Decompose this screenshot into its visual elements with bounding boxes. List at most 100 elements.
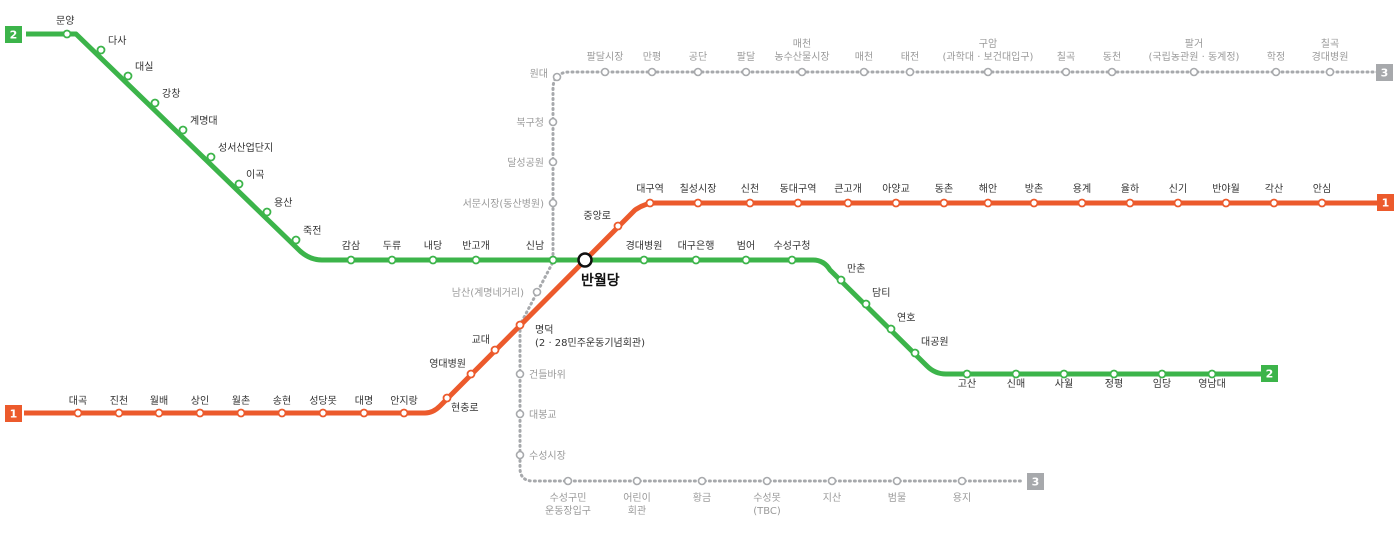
label-naedang: 내당 (424, 240, 442, 252)
station-daegok[interactable] (73, 408, 83, 418)
station-yeonho[interactable] (886, 324, 896, 334)
station-yeungnam[interactable] (1207, 369, 1217, 379)
station-paldal-market[interactable] (600, 67, 610, 77)
station-yulha[interactable] (1125, 198, 1135, 208)
station-suseong-market[interactable] (515, 450, 525, 460)
label-guam: 구암 (979, 38, 997, 50)
station-bukgu[interactable] (548, 117, 558, 127)
station-sincheon[interactable] (745, 198, 755, 208)
station-beommul[interactable] (892, 476, 902, 486)
station-banwoldang[interactable] (577, 252, 593, 268)
label-munyang: 문양 (56, 15, 74, 27)
station-hwanggeum[interactable] (697, 476, 707, 486)
station-duryu[interactable] (387, 255, 397, 265)
station-jungangno[interactable] (613, 221, 623, 231)
station-sawol[interactable] (1059, 369, 1069, 379)
station-maecheon[interactable] (859, 67, 869, 77)
station-keungogae[interactable] (843, 198, 853, 208)
station-seongdangmot[interactable] (318, 408, 328, 418)
station-sangin[interactable] (195, 408, 205, 418)
station-chilgok[interactable] (1061, 67, 1071, 77)
station-daegongwon[interactable] (910, 348, 920, 358)
station-sinmae[interactable] (1011, 369, 1021, 379)
station-taejeon[interactable] (905, 67, 915, 77)
station-beomeo[interactable] (741, 255, 751, 265)
station-daesil[interactable] (123, 71, 133, 81)
station-geonduri[interactable] (515, 369, 525, 379)
station-guam[interactable] (983, 67, 993, 77)
station-gamsam[interactable] (346, 255, 356, 265)
station-manchon[interactable] (836, 275, 846, 285)
station-haean[interactable] (983, 198, 993, 208)
station-chilseong[interactable] (693, 198, 703, 208)
station-children-hall[interactable] (632, 476, 642, 486)
station-namsan[interactable] (532, 287, 542, 297)
label-guam-sub: (과학대 · 보건대입구) (943, 50, 1034, 63)
station-gaksan[interactable] (1269, 198, 1279, 208)
station-daemyeong[interactable] (359, 408, 369, 418)
station-gyeongdae[interactable] (639, 255, 649, 265)
station-ayanggyo[interactable] (891, 198, 901, 208)
station-yeongdaebyeongwon[interactable] (466, 369, 476, 379)
station-imdang[interactable] (1157, 369, 1167, 379)
station-jukjeon[interactable] (291, 235, 301, 245)
station-gongdan[interactable] (693, 67, 703, 77)
label-jeongpyeong: 정평 (1105, 378, 1123, 390)
station-dalseong[interactable] (548, 157, 558, 167)
station-dongdaegu[interactable] (793, 198, 803, 208)
station-suseonggucheong[interactable] (787, 255, 797, 265)
label-suseong-sports-sub: 운동장입구 (545, 504, 591, 517)
station-paldal[interactable] (741, 67, 751, 77)
station-yonggye[interactable] (1077, 198, 1087, 208)
station-suseongmot[interactable] (762, 476, 772, 486)
station-jincheon[interactable] (114, 408, 124, 418)
station-yongsan[interactable] (262, 207, 272, 217)
station-anjirang[interactable] (399, 408, 409, 418)
station-wolchon[interactable] (236, 408, 246, 418)
station-munyang[interactable] (62, 29, 72, 39)
station-dongcheon[interactable] (1107, 67, 1117, 77)
station-seomun[interactable] (548, 198, 558, 208)
label-suseongmot-sub: (TBC) (753, 506, 781, 517)
station-manpyeong[interactable] (647, 67, 657, 77)
label-yonggye: 용계 (1073, 183, 1091, 195)
station-suseong-sports[interactable] (563, 476, 573, 486)
station-palgeo[interactable] (1189, 67, 1199, 77)
station-dongchon[interactable] (939, 198, 949, 208)
station-jeongpyeong[interactable] (1109, 369, 1119, 379)
station-sinnam[interactable] (548, 255, 558, 265)
station-maecheon-market[interactable] (797, 67, 807, 77)
station-kyodae[interactable] (490, 345, 500, 355)
label-beomeo: 범어 (737, 240, 755, 252)
station-songhyeon[interactable] (277, 408, 287, 418)
station-singi[interactable] (1173, 198, 1183, 208)
station-daegubank[interactable] (691, 255, 701, 265)
station-dasa[interactable] (96, 45, 106, 55)
label-chilseong: 칠성시장 (680, 183, 717, 195)
station-hyeonchungno[interactable] (442, 393, 452, 403)
station-igok[interactable] (234, 179, 244, 189)
station-wondae[interactable] (552, 72, 562, 82)
station-seongseo[interactable] (206, 152, 216, 162)
station-yongji[interactable] (957, 476, 967, 486)
label-suseong-market: 수성시장 (529, 450, 566, 462)
station-gosan[interactable] (962, 369, 972, 379)
station-keimyung[interactable] (178, 125, 188, 135)
station-bangogae[interactable] (471, 255, 481, 265)
station-banyawol[interactable] (1221, 198, 1231, 208)
label-suseong-sports: 수성구민 (550, 492, 587, 504)
station-naedang[interactable] (428, 255, 438, 265)
station-jisan[interactable] (827, 476, 837, 486)
station-wolbae[interactable] (154, 408, 164, 418)
station-ansim[interactable] (1317, 198, 1327, 208)
station-damti[interactable] (861, 299, 871, 309)
station-gangchang[interactable] (150, 98, 160, 108)
station-daebong[interactable] (515, 409, 525, 419)
station-myeongdeok[interactable] (515, 320, 525, 330)
station-chilgok-gyeongdae[interactable] (1325, 67, 1335, 77)
station-daegu[interactable] (645, 198, 655, 208)
label-anjirang: 안지랑 (390, 395, 418, 407)
label-children-hall-sub: 회관 (628, 505, 646, 517)
station-bangchon[interactable] (1029, 198, 1039, 208)
station-hakjeong[interactable] (1271, 67, 1281, 77)
